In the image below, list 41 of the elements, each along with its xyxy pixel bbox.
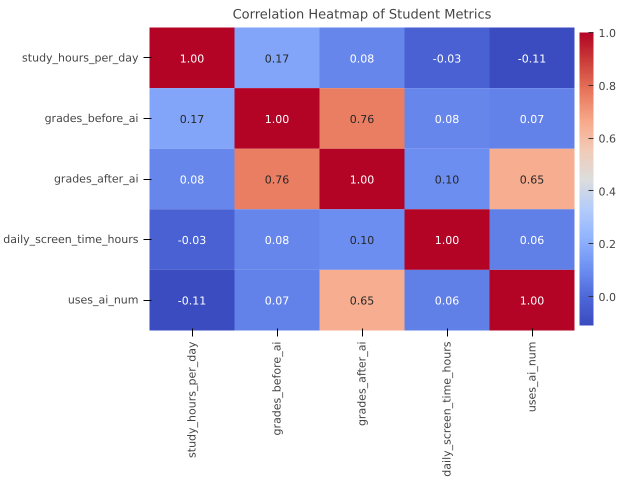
data-label: 0.76 — [264, 174, 290, 186]
data-label: 1.00 — [520, 294, 544, 308]
data-label: 0.08 — [350, 52, 374, 66]
data-label: 0.07 — [520, 112, 544, 126]
data-label: 1.00 — [264, 112, 290, 126]
data-label: -0.03 — [432, 52, 462, 66]
data-label: 1.00 — [180, 52, 204, 66]
data-label: 0.17 — [180, 112, 204, 126]
data-label: 0.06 — [520, 234, 544, 248]
y-tick-label: grades_before_ai — [44, 112, 139, 125]
data-label: 1.00 — [434, 234, 460, 248]
x-tick-label: grades_after_ai — [356, 342, 368, 426]
y-tick-label: grades_after_ai — [54, 172, 138, 186]
data-label: -0.03 — [178, 234, 206, 248]
y-tick-label: study_hours_per_day — [22, 51, 139, 64]
y-tick-label: daily_screen_time_hours — [3, 233, 139, 246]
data-label: 0.08 — [180, 174, 204, 186]
color-bar-label: 0.8 — [598, 80, 616, 93]
data-label: 1.00 — [350, 174, 374, 186]
data-label: 0.10 — [434, 174, 460, 186]
data-label: 0.08 — [264, 234, 290, 248]
data-label: 0.65 — [520, 174, 544, 186]
data-label: 0.08 — [434, 112, 460, 126]
data-label: -0.11 — [178, 294, 206, 308]
data-label: 0.76 — [350, 112, 374, 126]
data-label: 0.07 — [264, 294, 290, 308]
color-bar-label: 0.4 — [598, 185, 616, 198]
color-bar-label: 0.2 — [598, 238, 616, 252]
x-tick-label: uses_ai_num — [526, 341, 538, 412]
data-label: 0.10 — [350, 234, 374, 248]
color-bar-label: 0.0 — [598, 290, 616, 304]
x-tick-label: grades_before_ai — [270, 341, 284, 436]
y-tick-label: uses_ai_num — [68, 294, 139, 307]
data-label: 0.65 — [350, 294, 374, 308]
x-tick-label: daily_screen_time_hours — [440, 341, 454, 477]
chart-title: Correlation Heatmap of Student Metrics — [232, 8, 492, 22]
data-label: 0.06 — [434, 294, 460, 308]
color-bar-label: 1.0 — [598, 27, 616, 40]
data-label: 0.17 — [264, 52, 290, 66]
data-label: -0.11 — [518, 52, 546, 66]
color-bar-label: 0.6 — [598, 132, 616, 146]
